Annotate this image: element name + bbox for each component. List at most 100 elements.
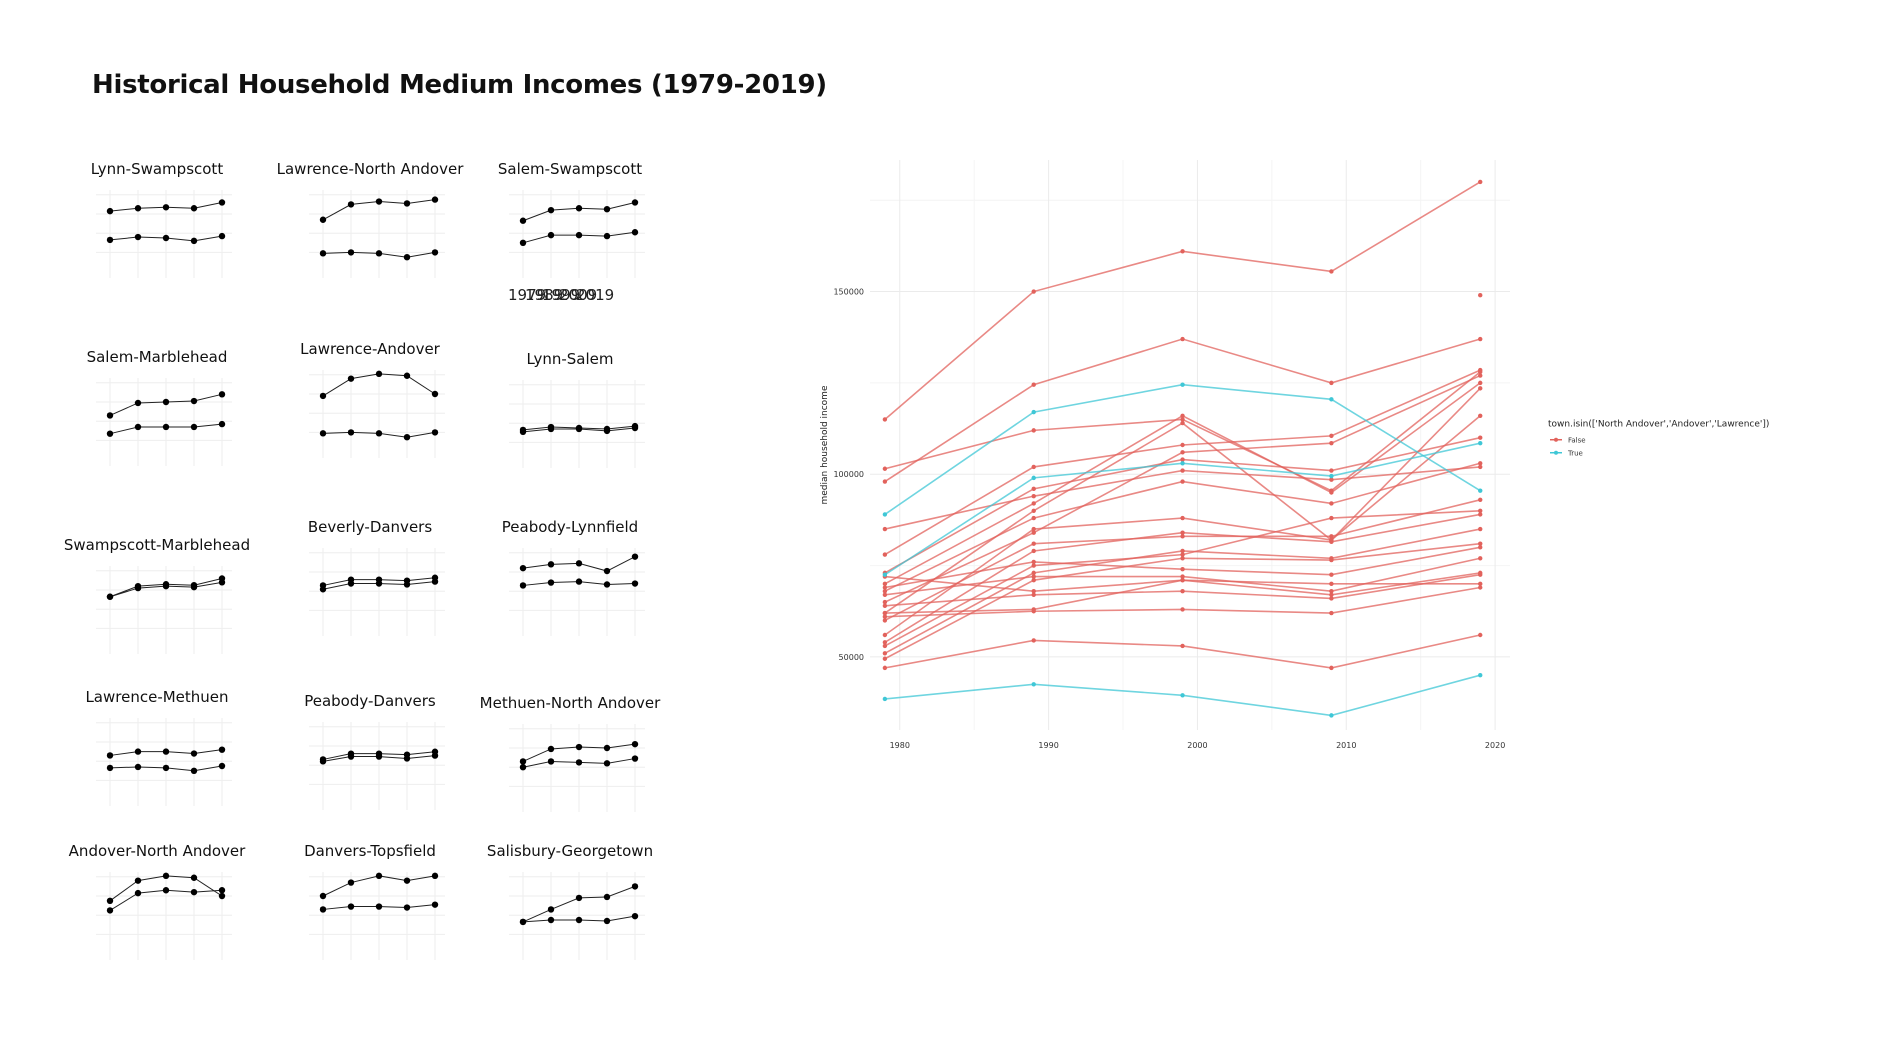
mini-data-point (319, 586, 327, 593)
data-point (1031, 592, 1036, 598)
data-point (882, 696, 888, 702)
small-multiple-chart: Lawrence-North Andover (270, 160, 470, 310)
mini-data-point (631, 199, 639, 206)
data-point (1031, 548, 1036, 554)
mini-data-point (547, 579, 555, 586)
mini-data-point (631, 883, 639, 890)
mini-data-point (134, 399, 142, 407)
mini-data-point (431, 872, 439, 880)
data-point (1180, 420, 1185, 426)
small-multiple-svg (509, 380, 645, 468)
small-multiple-title: Salisbury-Georgetown (486, 842, 654, 860)
mini-data-point (575, 759, 583, 766)
mini-data-point (431, 429, 439, 436)
data-point (1329, 581, 1334, 587)
mini-data-point (134, 877, 142, 884)
mini-data-point (319, 430, 327, 437)
mini-data-point (575, 894, 583, 902)
mini-data-point (575, 578, 583, 585)
mini-data-point (603, 917, 611, 925)
data-point (1329, 592, 1334, 598)
data-point (882, 632, 888, 638)
mini-data-point (106, 897, 114, 904)
small-multiple-chart: Beverly-Danvers (270, 518, 470, 668)
mini-data-point (190, 397, 198, 405)
mini-data-point (190, 205, 198, 212)
data-point (1478, 461, 1483, 466)
mini-data-point (631, 553, 639, 560)
mini-data-point (547, 916, 555, 924)
small-multiple-chart: Lawrence-Methuen (57, 688, 257, 838)
x-tick-label: 2000 (1187, 741, 1207, 750)
mini-data-point (603, 893, 611, 901)
mini-data-point (547, 425, 555, 433)
overlapping-year-label: 1989 (525, 286, 564, 304)
data-point (1031, 464, 1036, 470)
small-multiple-svg (96, 872, 232, 960)
data-point (1329, 534, 1334, 539)
mini-data-point (218, 887, 226, 894)
mini-data-point (519, 428, 527, 436)
mini-data-point (575, 425, 583, 433)
mini-data-point (134, 233, 142, 241)
mini-data-point (347, 903, 355, 910)
data-point (882, 552, 888, 557)
small-multiple-svg (509, 190, 645, 278)
data-point (1031, 574, 1036, 579)
mini-data-point (218, 746, 226, 753)
small-multiple-chart: Salem-Marblehead (57, 348, 257, 498)
data-point (1180, 515, 1185, 521)
mini-data-point (519, 758, 527, 765)
mini-data-point (403, 755, 411, 762)
mini-data-point (190, 423, 198, 431)
mini-data-point (162, 234, 170, 242)
mini-data-point (347, 375, 355, 382)
data-point (1329, 468, 1334, 473)
mini-data-point (603, 744, 611, 752)
mini-data-point (190, 583, 198, 591)
mini-data-point (162, 204, 170, 211)
data-point (1478, 435, 1483, 440)
data-point (1329, 397, 1334, 402)
data-point (1329, 557, 1334, 563)
data-point (1031, 289, 1036, 294)
mini-data-point (319, 392, 327, 400)
mini-data-point (218, 199, 226, 206)
mini-data-point (575, 205, 583, 212)
data-point (1180, 413, 1185, 418)
small-multiple-svg (309, 872, 445, 960)
data-point (1478, 413, 1483, 418)
mini-data-point (403, 254, 411, 261)
mini-data-point (106, 764, 114, 772)
small-multiple-chart: Andover-North Andover (57, 842, 257, 992)
mini-data-point (631, 755, 639, 762)
small-multiple-chart: Salisbury-Georgetown (470, 842, 670, 992)
x-tick-label: 2010 (1336, 741, 1356, 750)
mini-data-point (375, 198, 383, 205)
data-point (1180, 567, 1185, 572)
small-multiple-chart: Lynn-Salem (470, 350, 670, 500)
data-point (1180, 577, 1185, 583)
data-point (1180, 442, 1185, 448)
mini-data-point (218, 892, 226, 900)
data-point (1031, 508, 1036, 513)
small-multiple-title: Lawrence-Methuen (85, 688, 229, 706)
small-multiple-title: Peabody-Danvers (304, 692, 436, 710)
mini-data-point (431, 249, 439, 256)
mini-data-point (319, 216, 327, 223)
mini-data-point (547, 906, 555, 913)
mini-data-point (319, 250, 327, 257)
y-tick-label: 50000 (839, 653, 864, 662)
mini-data-point (162, 872, 170, 880)
data-point (1478, 581, 1483, 587)
small-multiple-svg (96, 718, 232, 806)
data-point (882, 581, 888, 587)
data-point (1180, 468, 1185, 473)
data-point (882, 512, 888, 517)
data-point (1180, 693, 1185, 698)
small-multiple-title: Andover-North Andover (68, 842, 246, 860)
data-point (882, 592, 888, 598)
data-point (1180, 450, 1185, 455)
mini-data-point (547, 758, 555, 765)
data-point (1031, 493, 1036, 499)
